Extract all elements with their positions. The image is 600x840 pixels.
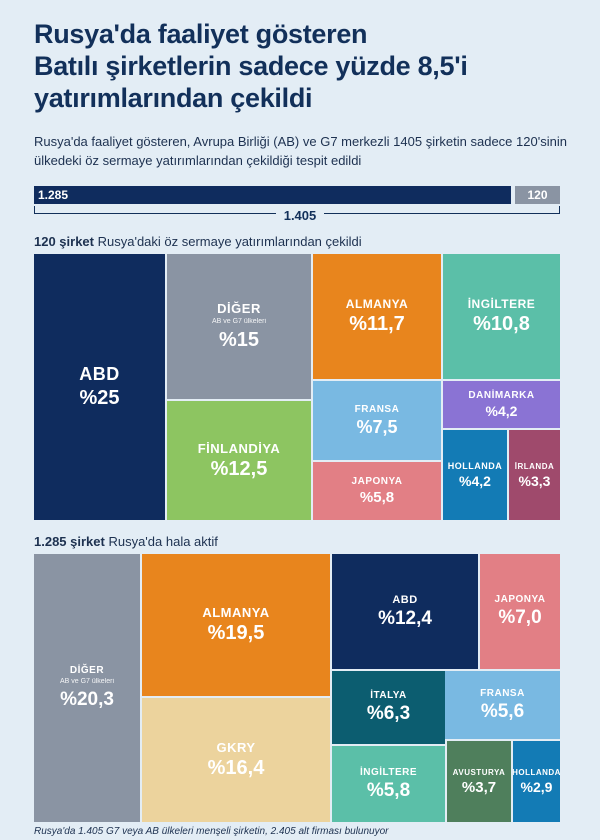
tile-name: FİNLANDİYA <box>197 440 281 456</box>
tile-percent: %4,2 <box>485 403 518 419</box>
tile-hollanda: HOLLANDA %2,9 <box>513 741 560 822</box>
tile-percent: %5,8 <box>359 489 395 506</box>
tile-gkry: GKRY %16,4 <box>142 698 330 822</box>
withdrawn-count-label: 120 <box>527 188 548 202</box>
tile-name: ABD <box>79 364 120 384</box>
tile-name: JAPONYA <box>494 594 546 605</box>
title-line-1: Rusya'da faaliyet gösteren <box>34 19 368 49</box>
tile-name: İNGİLTERE <box>467 297 536 311</box>
tile-name: DANİMARKA <box>468 390 535 401</box>
tile-abd: ABD %25 <box>34 254 165 520</box>
tile-name: HOLLANDA <box>447 461 503 471</box>
tile-hollanda: HOLLANDA %4,2 <box>443 430 507 520</box>
tile-subtitle: AB ve G7 ülkeleri <box>211 318 267 325</box>
active-segment: 1.285 <box>34 186 511 204</box>
tile-percent: %15 <box>218 329 260 351</box>
tile-dani-marka: DANİMARKA %4,2 <box>443 381 560 428</box>
withdrawn-segment: 120 <box>515 186 560 204</box>
tile-name: DİĞER <box>69 665 105 676</box>
tile-abd: ABD %12,4 <box>332 554 478 669</box>
tile-percent: %16,4 <box>207 757 265 779</box>
tile-percent: %11,7 <box>349 313 405 335</box>
tile-fi-nlandi-ya: FİNLANDİYA %12,5 <box>167 401 311 520</box>
tile-i-ngi-ltere: İNGİLTERE %5,8 <box>332 746 445 822</box>
tile-percent: %7,0 <box>498 607 542 628</box>
tile-percent: %20,3 <box>60 689 114 710</box>
tile-name: ABD <box>392 593 418 606</box>
tile-name: HOLLANDA <box>513 768 560 777</box>
tile-percent: %3,7 <box>461 778 497 796</box>
treemap-withdrawn: ABD %25 DİĞER AB ve G7 ülkeleri %15 FİNLANDİY… <box>34 254 560 520</box>
tile-subtitle: AB ve G7 ülkeleri <box>59 678 115 685</box>
tile-percent: %25 <box>79 387 120 409</box>
page-subtitle: Rusya'da faaliyet gösteren, Avrupa Birli… <box>34 134 567 168</box>
tile-japonya: JAPONYA %5,8 <box>313 462 441 520</box>
tile-percent: %5,8 <box>366 779 411 801</box>
tile-name: İNGİLTERE <box>359 766 418 778</box>
total-bar: 1.285 120 <box>34 186 560 204</box>
tile-percent: %6,3 <box>366 703 411 724</box>
title-line-3: yatırımlarından çekildi <box>34 83 313 113</box>
tile-i-rlanda: İRLANDA %3,3 <box>509 430 560 520</box>
tile-name: ALMANYA <box>202 605 270 620</box>
active-count-label: 1.285 <box>38 188 69 202</box>
tile-percent: %12,4 <box>378 607 432 629</box>
tile-percent: %5,6 <box>480 700 525 722</box>
tile-japonya: JAPONYA %7,0 <box>480 554 560 669</box>
tile-name: DİĞER <box>217 301 261 316</box>
section-withdrawn-heading: 120 şirket Rusya'daki öz sermaye yatırım… <box>34 234 362 249</box>
tile-di-ger: DİĞER AB ve G7 ülkeleri %15 <box>167 254 311 399</box>
tile-i-ngi-ltere: İNGİLTERE %10,8 <box>443 254 560 379</box>
tile-avusturya: AVUSTURYA %3,7 <box>447 741 511 822</box>
title-line-2: Batılı şirketlerin sadece yüzde 8,5'i <box>34 51 468 81</box>
tile-name: ALMANYA <box>345 297 409 311</box>
total-count-label: 1.405 <box>275 208 325 223</box>
section-withdrawn-bold: 120 şirket <box>34 234 94 249</box>
tile-name: FRANSA <box>480 687 525 699</box>
tile-fransa: FRANSA %5,6 <box>445 671 560 739</box>
tile-percent: %2,9 <box>520 779 553 795</box>
tile-percent: %10,8 <box>473 313 530 335</box>
tile-almanya: ALMANYA %19,5 <box>142 554 330 696</box>
tile-almanya: ALMANYA %11,7 <box>313 254 441 379</box>
footnote: Rusya'da 1.405 G7 veya AB ülkeleri menşe… <box>34 826 389 837</box>
tile-fransa: FRANSA %7,5 <box>313 381 441 460</box>
tile-percent: %12,5 <box>210 457 268 480</box>
tile-i-talya: İTALYA %6,3 <box>332 671 445 744</box>
section-active-heading: 1.285 şirket Rusya'da hala aktif <box>34 534 218 549</box>
tile-percent: %4,2 <box>459 473 491 489</box>
tile-name: GKRY <box>216 740 256 755</box>
tile-percent: %7,5 <box>356 416 398 437</box>
tile-percent: %19,5 <box>207 622 265 644</box>
tile-name: AVUSTURYA <box>452 767 506 777</box>
treemap-active: DİĞER AB ve G7 ülkeleri %20,3 ALMANYA %19,5 G… <box>34 554 560 822</box>
tile-di-ger: DİĞER AB ve G7 ülkeleri %20,3 <box>34 554 140 822</box>
tile-name: İTALYA <box>370 690 407 701</box>
section-withdrawn-text: Rusya'daki öz sermaye yatırımlarından çe… <box>94 234 362 249</box>
total-count: 1.405 <box>0 208 600 223</box>
tile-percent: %3,3 <box>518 472 551 489</box>
tile-name: FRANSA <box>354 403 400 415</box>
section-active-bold: 1.285 şirket <box>34 534 105 549</box>
tile-name: JAPONYA <box>351 476 403 487</box>
tile-name: İRLANDA <box>514 461 555 471</box>
page-title: Rusya'da faaliyet gösteren Batılı şirket… <box>34 18 574 114</box>
section-active-text: Rusya'da hala aktif <box>104 534 218 549</box>
